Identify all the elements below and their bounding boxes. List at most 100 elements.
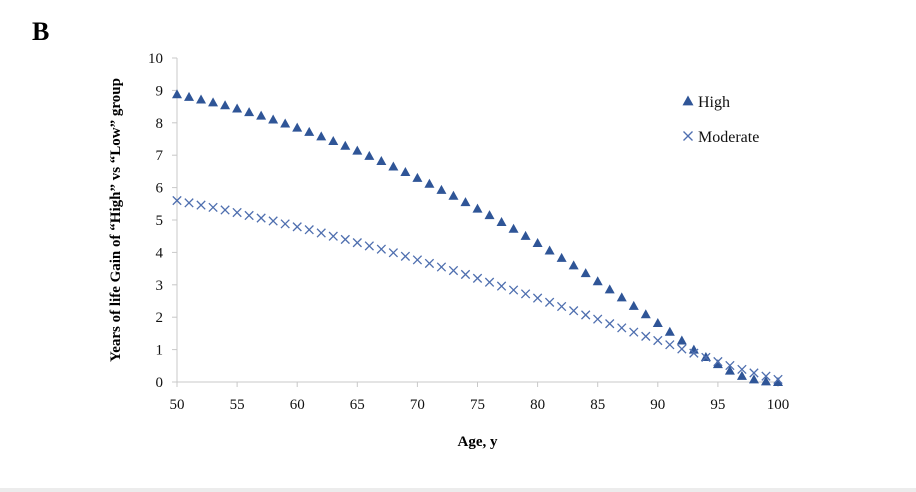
x-marker-stroke	[208, 202, 218, 213]
x-marker-stroke	[725, 360, 735, 371]
moderate-point	[316, 228, 326, 238]
high-point	[352, 145, 363, 155]
moderate-point	[701, 352, 711, 363]
high-point	[640, 309, 651, 319]
moderate-point	[352, 238, 362, 248]
x-marker-stroke	[737, 364, 747, 375]
high-point	[736, 370, 747, 380]
legend-label: High	[698, 94, 730, 111]
high-point	[484, 210, 495, 220]
y-tick-label: 2	[156, 310, 164, 326]
x-tick-label: 90	[650, 397, 665, 413]
high-point	[748, 374, 759, 384]
moderate-point	[292, 222, 302, 232]
x-marker-stroke	[569, 306, 579, 316]
x-tick-label: 60	[290, 397, 305, 413]
legend-label: Moderate	[698, 129, 759, 146]
high-point	[280, 118, 291, 128]
y-tick-label: 0	[156, 375, 164, 391]
high-point	[592, 276, 603, 286]
series-high	[172, 89, 783, 386]
y-tick-label: 6	[156, 181, 164, 197]
x-marker-stroke	[520, 289, 531, 299]
x-marker-stroke	[424, 258, 435, 269]
moderate-point	[436, 262, 447, 272]
x-marker-stroke	[761, 371, 771, 381]
x-marker-stroke	[773, 374, 783, 385]
x-tick-label: 95	[710, 397, 725, 413]
high-point	[220, 100, 231, 110]
high-point	[412, 172, 423, 182]
moderate-point	[220, 205, 230, 215]
moderate-point	[448, 265, 459, 276]
x-marker-stroke	[617, 323, 627, 333]
x-marker-stroke	[244, 210, 254, 221]
x-marker-stroke	[412, 255, 423, 265]
moderate-point	[388, 248, 399, 258]
legend-triangle-icon	[682, 95, 694, 106]
high-point	[208, 97, 219, 107]
axes: 0 1 2 3 4 5 6 7 8 9 10 50 55 60 65 70 75 80 85 90 95 100	[148, 51, 789, 413]
x-marker-stroke	[641, 331, 651, 341]
x-marker-stroke	[352, 238, 362, 248]
x-marker-stroke	[436, 262, 447, 272]
x-tick-label: 70	[410, 397, 425, 413]
x-marker-stroke	[232, 207, 242, 218]
high-point	[724, 365, 735, 375]
x-marker-stroke	[532, 293, 543, 303]
moderate-point	[569, 306, 579, 316]
moderate-point	[520, 289, 531, 299]
high-point	[448, 190, 459, 200]
panel-label: B	[32, 17, 49, 46]
high-point	[712, 359, 723, 369]
moderate-point	[677, 344, 687, 354]
y-tick-label: 4	[156, 245, 164, 261]
moderate-point	[725, 360, 735, 371]
high-point	[184, 91, 195, 101]
high-point	[196, 94, 207, 104]
moderate-point	[208, 202, 218, 213]
high-point	[568, 260, 579, 270]
moderate-point	[400, 251, 411, 261]
x-marker-stroke	[713, 356, 723, 367]
x-marker-stroke	[388, 248, 399, 258]
high-point	[604, 284, 615, 294]
high-point	[773, 377, 783, 386]
moderate-point	[737, 364, 747, 375]
high-point	[304, 126, 315, 136]
moderate-point	[605, 319, 615, 329]
high-point	[400, 167, 411, 177]
high-point	[532, 238, 543, 248]
high-point	[340, 140, 351, 150]
series-moderate	[172, 195, 783, 385]
x-tick-label: 75	[470, 397, 485, 413]
y-tick-label: 5	[156, 213, 164, 229]
x-marker-stroke	[460, 269, 471, 280]
high-point	[244, 107, 255, 117]
moderate-point	[364, 241, 374, 251]
moderate-point	[508, 285, 519, 295]
moderate-point	[304, 225, 314, 235]
x-marker-stroke	[448, 265, 459, 276]
high-point	[472, 203, 483, 213]
x-marker-stroke	[484, 277, 495, 287]
x-marker-stroke	[364, 241, 374, 251]
x-marker-stroke	[376, 244, 386, 254]
moderate-point	[376, 244, 386, 254]
moderate-point	[689, 348, 699, 358]
moderate-point	[232, 207, 242, 218]
moderate-point	[484, 277, 495, 287]
x-axis-title: Age, y	[458, 434, 498, 450]
x-marker-stroke	[701, 352, 711, 363]
moderate-point	[581, 310, 591, 320]
x-marker-stroke	[292, 222, 302, 232]
high-point	[316, 131, 327, 141]
legend: High Moderate	[682, 94, 759, 146]
high-point	[760, 376, 771, 386]
high-point	[676, 335, 687, 345]
high-point	[616, 292, 627, 302]
moderate-point	[593, 314, 603, 324]
x-marker-stroke	[220, 205, 230, 215]
moderate-point	[641, 331, 651, 341]
